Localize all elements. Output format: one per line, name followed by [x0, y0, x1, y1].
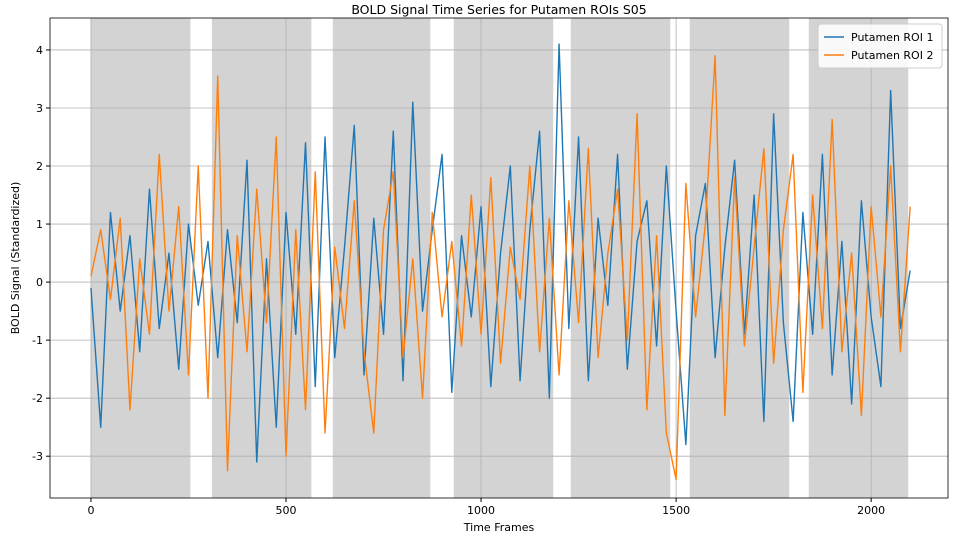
- y-tick-label: 0: [36, 276, 43, 289]
- y-tick-label: -1: [32, 334, 43, 347]
- x-tick-label: 1000: [467, 504, 495, 517]
- shaded-region: [453, 18, 554, 498]
- y-tick-label: 3: [36, 102, 43, 115]
- y-axis-label: BOLD Signal (Standardized): [9, 182, 22, 335]
- legend-label: Putamen ROI 1: [851, 31, 933, 44]
- shaded-region: [90, 18, 191, 498]
- y-tick-label: -2: [32, 392, 43, 405]
- legend: Putamen ROI 1 Putamen ROI 2: [817, 23, 943, 69]
- shaded-region: [570, 18, 671, 498]
- y-tick-label: 1: [36, 218, 43, 231]
- y-tick-label: -3: [32, 450, 43, 463]
- y-tick-label: 4: [36, 44, 43, 57]
- x-axis-label: Time Frames: [463, 521, 535, 534]
- x-tick-label: 1500: [662, 504, 690, 517]
- series-line: [90, 55, 911, 481]
- series-line: [90, 43, 911, 463]
- axes-frame: [49, 17, 949, 499]
- legend-label: Putamen ROI 2: [851, 49, 933, 62]
- x-tick-label: 500: [276, 504, 297, 517]
- chart-title: BOLD Signal Time Series for Putamen ROIs…: [351, 2, 646, 17]
- x-tick-label: 2000: [857, 504, 885, 517]
- plot-area: [50, 18, 948, 498]
- x-tick-label: 0: [87, 504, 94, 517]
- y-tick-label: 2: [36, 160, 43, 173]
- legend-box: [817, 23, 943, 69]
